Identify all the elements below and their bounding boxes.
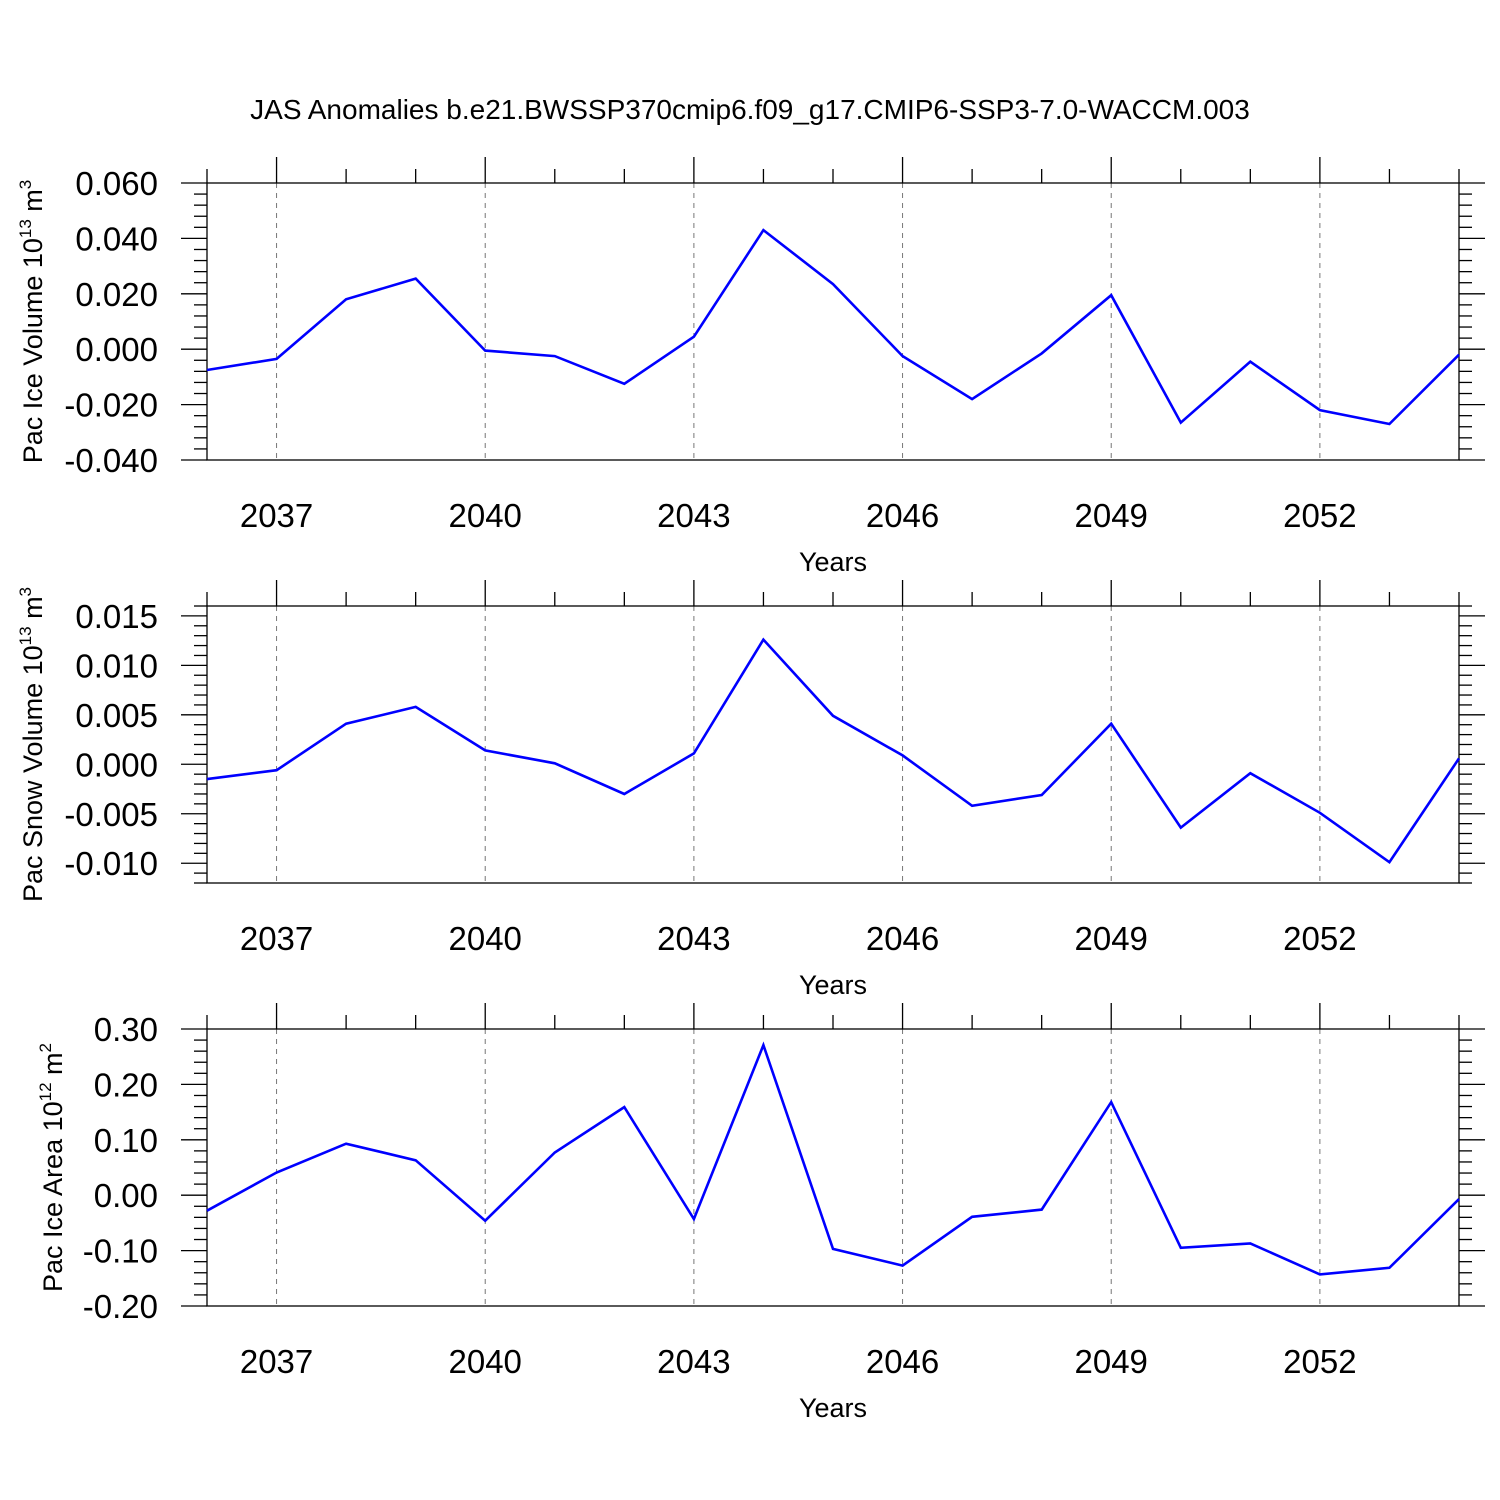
panel-3: -0.20 -0.10 0.00 0.10 0.20 0.30 2037 2040 2043 20… (36, 1003, 1485, 1423)
x-axis-label: Years (799, 970, 867, 1000)
x-tick-label: 2037 (240, 920, 313, 957)
y-tick-label: 0.040 (75, 220, 158, 257)
y-tick-label: 0.015 (75, 598, 158, 635)
y-axis-label: Pac Ice Volume 1013 m3 (16, 180, 48, 464)
y-tick-label: 0.20 (94, 1066, 158, 1103)
y-tick-label: 0.020 (75, 276, 158, 313)
x-tick-label: 2052 (1283, 497, 1356, 534)
panels: -0.040 -0.020 0.000 0.020 0.040 0.060 2037 2040… (16, 157, 1485, 1423)
y-tick-label: 0.000 (75, 746, 158, 783)
panel-1: -0.040 -0.020 0.000 0.020 0.040 0.060 2037 2040… (16, 157, 1485, 577)
x-tick-label: 2040 (449, 497, 522, 534)
y-tick-label: 0.000 (75, 331, 158, 368)
x-tick-label: 2046 (866, 497, 939, 534)
plot-frame (206, 605, 1460, 884)
x-axis-label: Years (799, 547, 867, 577)
x-tick-label: 2049 (1075, 497, 1148, 534)
y-tick-label: 0.10 (94, 1122, 158, 1159)
y-tick-label: 0.060 (75, 165, 158, 202)
x-tick-label: 2043 (657, 1343, 730, 1380)
x-tick-label: 2046 (866, 1343, 939, 1380)
plot-frame (206, 1028, 1460, 1307)
y-tick-label: -0.20 (83, 1288, 158, 1325)
x-tick-label: 2037 (240, 1343, 313, 1380)
x-tick-label: 2049 (1075, 1343, 1148, 1380)
series-line (206, 228, 1460, 426)
y-tick-label: -0.10 (83, 1233, 158, 1270)
plot-frame (206, 182, 1460, 461)
series-line (206, 637, 1461, 865)
x-tick-label: 2049 (1075, 920, 1148, 957)
y-axis-label: Pac Ice Area 1012 m2 (36, 1043, 68, 1292)
y-tick-label: -0.020 (64, 387, 158, 424)
y-tick-label: 0.010 (75, 647, 158, 684)
y-tick-label: -0.040 (64, 442, 158, 479)
x-tick-label: 2043 (657, 497, 730, 534)
y-tick-label: 0.005 (75, 697, 158, 734)
panel-2: -0.010 -0.005 0.000 0.005 0.010 0.015 2037 2040… (16, 580, 1485, 1000)
y-tick-label: -0.010 (64, 845, 158, 882)
x-tick-label: 2052 (1283, 920, 1356, 957)
y-tick-label: 0.30 (94, 1011, 158, 1048)
x-tick-label: 2040 (449, 1343, 522, 1380)
x-tick-label: 2040 (449, 920, 522, 957)
x-axis-label: Years (799, 1393, 867, 1423)
y-tick-label: -0.005 (64, 796, 158, 833)
figure-title: JAS Anomalies b.e21.BWSSP370cmip6.f09_g1… (250, 94, 1250, 125)
x-tick-label: 2046 (866, 920, 939, 957)
x-tick-label: 2052 (1283, 1343, 1356, 1380)
x-tick-label: 2037 (240, 497, 313, 534)
y-axis-label: Pac Snow Volume 1013 m3 (16, 587, 48, 902)
series-line (206, 1041, 1460, 1276)
y-tick-label: 0.00 (94, 1177, 158, 1214)
x-tick-label: 2043 (657, 920, 730, 957)
